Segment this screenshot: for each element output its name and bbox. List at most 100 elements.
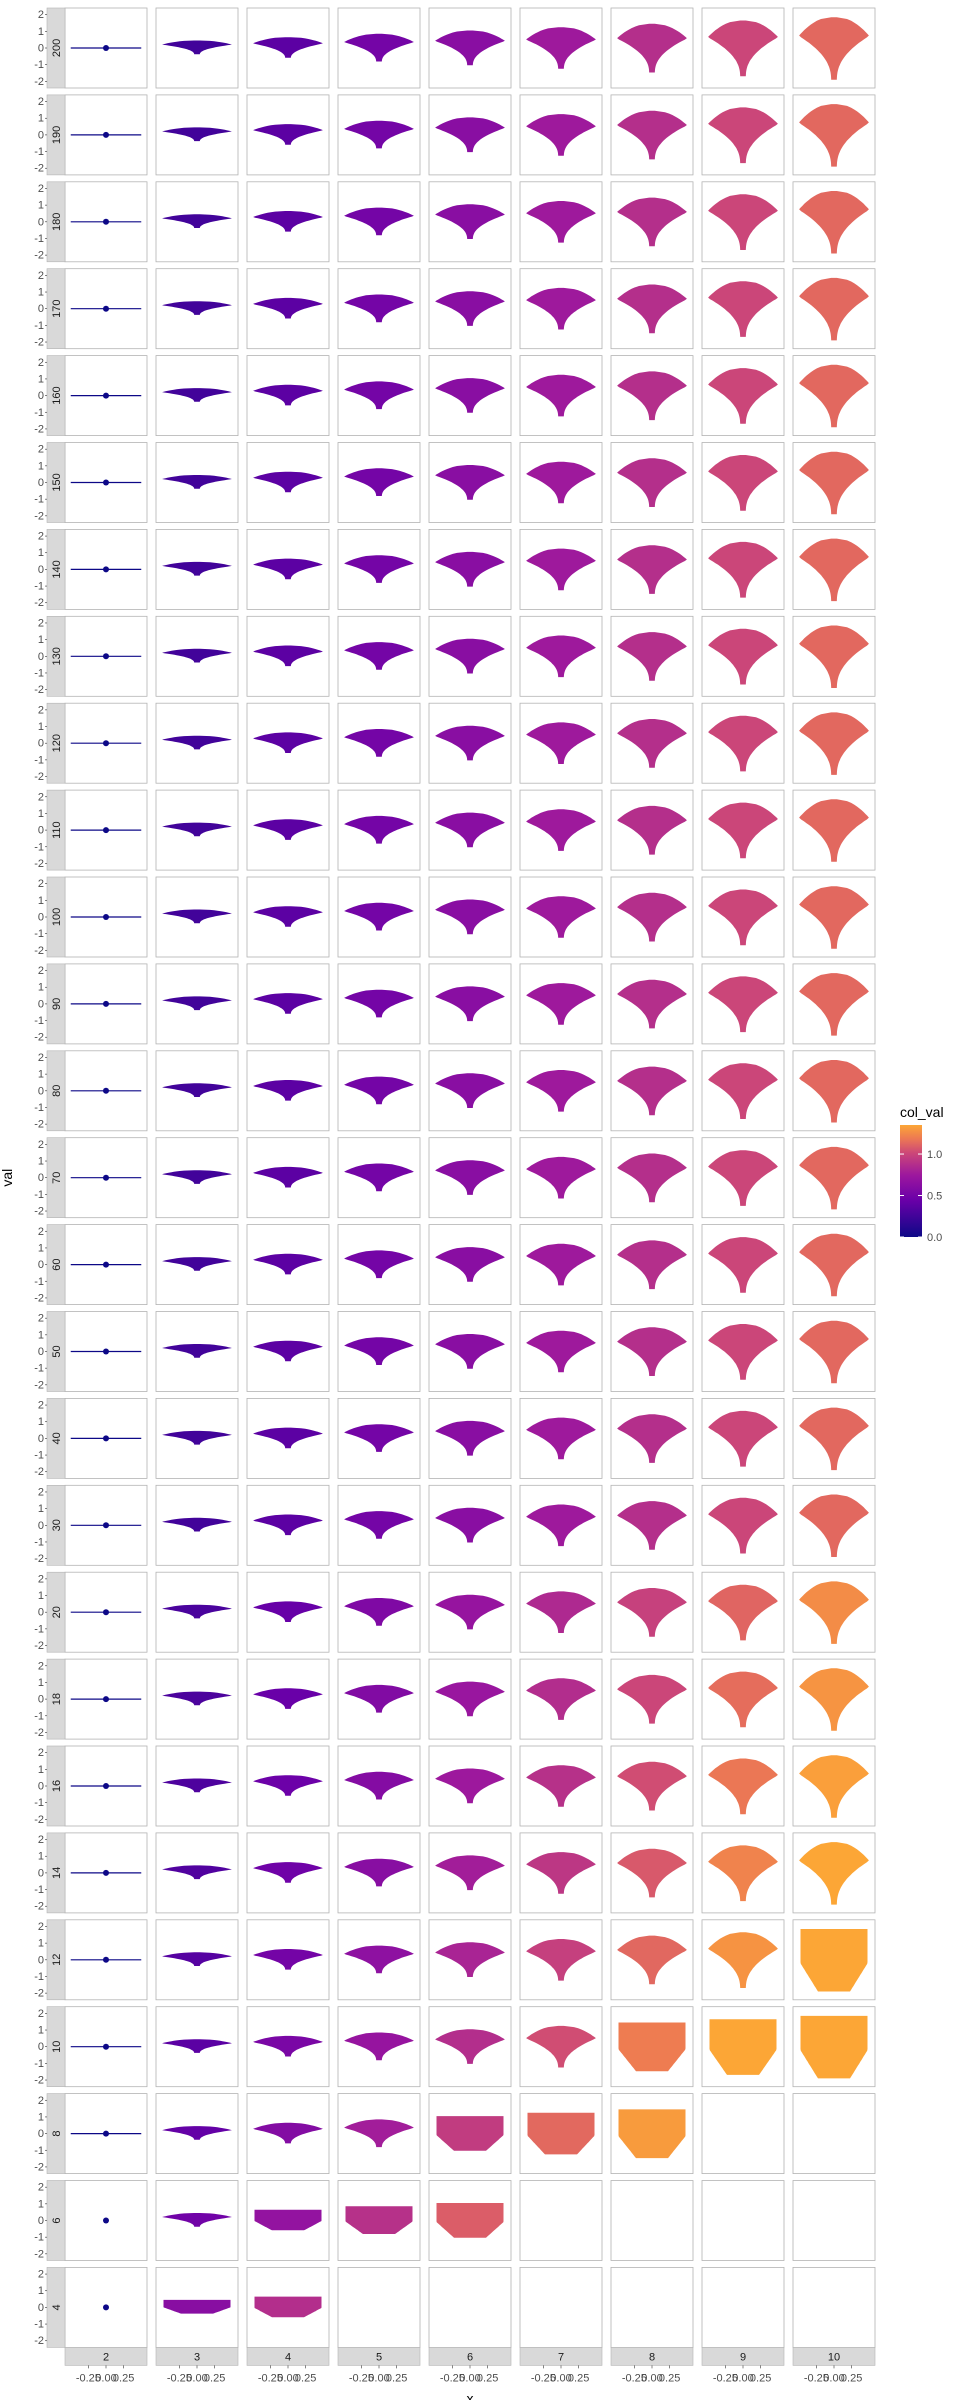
row-strip-label: 60 <box>51 1258 63 1270</box>
violin-shape <box>617 284 687 334</box>
violin-shape <box>253 211 323 232</box>
violin-shape <box>799 191 869 254</box>
violin-shape <box>708 1324 778 1380</box>
violin-shape <box>162 40 232 55</box>
violin-point <box>103 218 109 225</box>
y-tick-label: -1 <box>34 667 44 679</box>
violin-shape <box>162 648 232 663</box>
y-tick-label: -1 <box>34 1189 44 1201</box>
violin-shape <box>435 638 505 674</box>
violin-shape <box>253 37 323 58</box>
row-strip: 80 <box>46 1050 66 1132</box>
y-tick-label: 2 <box>38 357 44 369</box>
violin-shape <box>708 1497 778 1554</box>
row-strip-label: 10 <box>51 2041 63 2053</box>
y-tick-label: -2 <box>34 1466 44 1478</box>
y-tick-label: -2 <box>34 510 44 522</box>
violin-shape <box>344 1858 414 1887</box>
violin-shape <box>526 1939 596 1981</box>
violin-shape <box>708 1150 778 1206</box>
y-tick-label: 2 <box>38 1921 44 1933</box>
y-tick-label: -2 <box>34 1901 44 1913</box>
legend-colorbar <box>900 1125 922 1237</box>
row-strip-label: 200 <box>51 39 63 57</box>
violin-point <box>103 1956 109 1963</box>
row-strip-label: 4 <box>51 2304 63 2310</box>
violin-shape <box>799 17 869 80</box>
y-tick-label: 0 <box>38 912 44 924</box>
x-tick-label: 0.00 <box>550 2372 571 2384</box>
y-tick-label: 0 <box>38 2215 44 2227</box>
facet-panel <box>519 2266 603 2348</box>
y-tick-label: 0 <box>38 651 44 663</box>
y-tick-label: 2 <box>38 9 44 21</box>
violin-shape <box>708 1063 778 1119</box>
y-tick-label: -1 <box>34 1363 44 1375</box>
violin-shape <box>799 364 869 428</box>
y-tick-label: 1 <box>38 1938 44 1950</box>
violin-shape <box>435 1594 505 1630</box>
y-tick-label: 2 <box>38 270 44 282</box>
row-strip: 12 <box>46 1919 66 2001</box>
violin-shape <box>435 1507 505 1543</box>
violin-shape <box>526 1852 596 1894</box>
axes-layer: -2-1012-2-1012-2-1012-2-1012-2-1012-2-10… <box>34 9 862 2384</box>
violin-shape <box>162 2039 232 2053</box>
violin-shape <box>162 214 232 228</box>
y-tick-label: -2 <box>34 423 44 435</box>
y-tick-label: -1 <box>34 1102 44 1114</box>
violin-shape <box>617 1588 687 1637</box>
y-tick-label: 0 <box>38 2041 44 2053</box>
violin-shape <box>799 104 869 167</box>
y-tick-label: 1 <box>38 1156 44 1168</box>
violin-shape <box>253 1514 323 1536</box>
row-strip-label: 150 <box>51 473 63 491</box>
violin-shape <box>435 2029 505 2064</box>
row-strip-label: 110 <box>51 821 63 839</box>
y-tick-label: 1 <box>38 1242 44 1254</box>
violin-point <box>103 914 109 920</box>
violin-shape <box>617 1761 687 1811</box>
y-tick-label: 0 <box>38 1694 44 1706</box>
y-tick-label: -2 <box>34 2248 44 2260</box>
violin-shape <box>254 2296 322 2318</box>
x-tick-label: -0.25 <box>349 2372 374 2384</box>
violin-shape <box>344 902 414 931</box>
violin-shape <box>708 889 778 946</box>
violin-shape <box>344 1337 414 1365</box>
violin-shape <box>799 1581 869 1644</box>
y-tick-label: -1 <box>34 1971 44 1983</box>
violin-shape <box>617 371 687 421</box>
violin-shape <box>526 287 596 330</box>
row-strip-label: 160 <box>51 386 63 404</box>
row-strip-label: 140 <box>51 560 63 578</box>
violin-shape <box>618 2022 686 2072</box>
row-strip: 8 <box>46 2093 66 2174</box>
y-tick-label: -1 <box>34 1623 44 1635</box>
row-strip: 30 <box>46 1485 66 1566</box>
y-tick-label: 2 <box>38 617 44 629</box>
facet-panel <box>610 2180 694 2261</box>
violin-shape <box>799 1146 869 1210</box>
facet-panel <box>792 2093 876 2175</box>
violin-point <box>103 2304 109 2311</box>
violin-shape <box>253 732 323 753</box>
violin-shape <box>526 1591 596 1633</box>
x-tick-label: -0.25 <box>258 2372 283 2384</box>
violin-point <box>103 2043 109 2050</box>
violin-point <box>103 1435 109 1442</box>
row-strip-label: 190 <box>51 126 63 144</box>
y-axis-title: val <box>0 1169 15 1187</box>
y-tick-label: 1 <box>38 2111 44 2123</box>
col-strip-label: 7 <box>558 2351 564 2363</box>
violin-shape <box>253 1253 323 1275</box>
violin-shape <box>435 378 505 413</box>
violin-shape <box>799 451 869 515</box>
row-strip-label: 80 <box>51 1085 63 1097</box>
violin-shape <box>435 1768 505 1804</box>
violin-point <box>103 392 109 399</box>
y-tick-label: 0 <box>38 1433 44 1445</box>
violin-shape <box>617 23 687 73</box>
y-tick-label: -2 <box>34 2075 44 2087</box>
y-tick-label: 2 <box>38 2095 44 2107</box>
